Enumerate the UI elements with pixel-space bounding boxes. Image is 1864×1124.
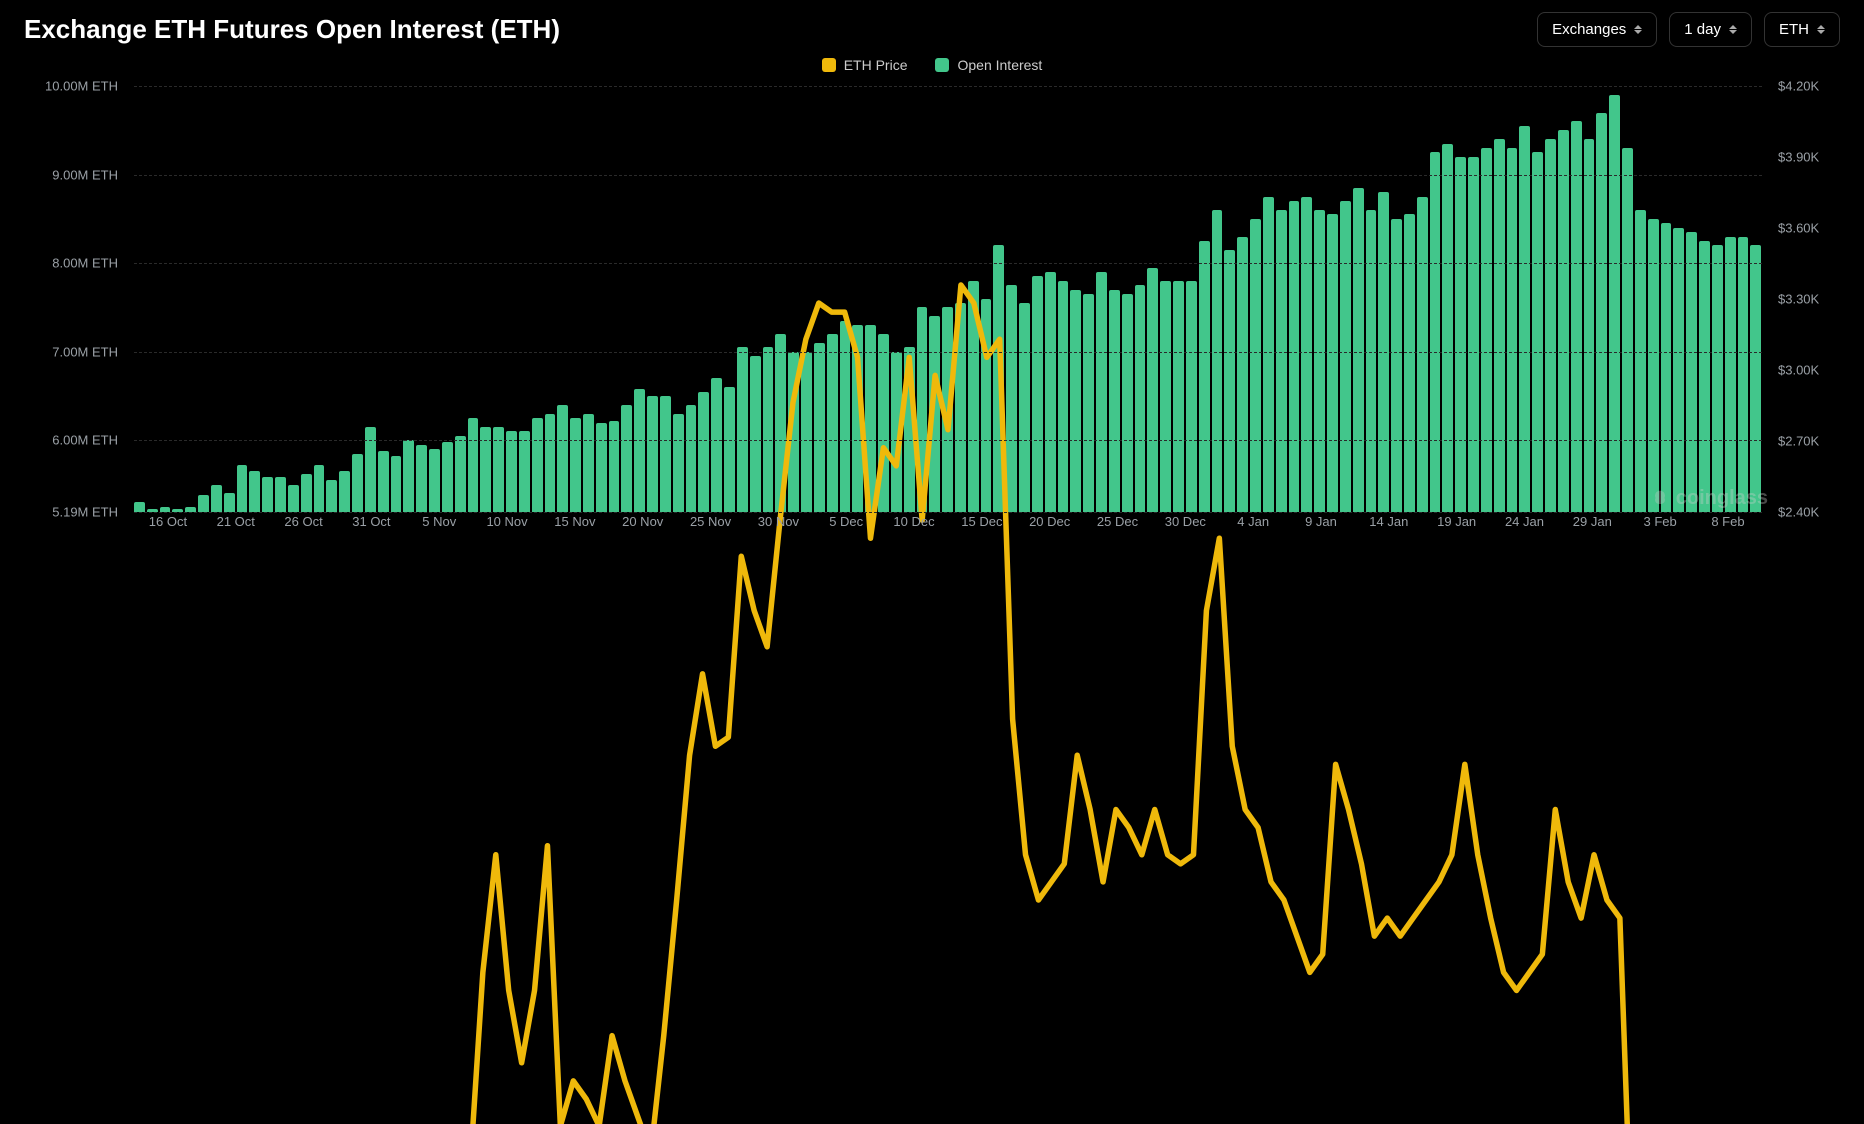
gridline bbox=[134, 86, 1762, 87]
gridline bbox=[134, 440, 1762, 441]
x-tick: 30 Dec bbox=[1151, 514, 1219, 532]
x-tick: 10 Dec bbox=[880, 514, 948, 532]
x-tick: 5 Dec bbox=[812, 514, 880, 532]
x-tick: 26 Oct bbox=[270, 514, 338, 532]
chart-plot-area[interactable] bbox=[134, 86, 1762, 512]
y-left-tick: 7.00M ETH bbox=[52, 345, 118, 358]
price-line-path bbox=[134, 285, 1762, 1124]
gridline bbox=[134, 263, 1762, 264]
x-axis: 16 Oct21 Oct26 Oct31 Oct5 Nov10 Nov15 No… bbox=[134, 514, 1762, 532]
y-right-tick: $3.60K bbox=[1778, 221, 1819, 234]
x-tick: 25 Dec bbox=[1084, 514, 1152, 532]
page-title: Exchange ETH Futures Open Interest (ETH) bbox=[24, 14, 560, 45]
interval-dropdown[interactable]: 1 day bbox=[1669, 12, 1752, 47]
y-left-tick: 9.00M ETH bbox=[52, 168, 118, 181]
gridline bbox=[134, 352, 1762, 353]
gridline bbox=[134, 512, 1762, 513]
x-tick: 8 Feb bbox=[1694, 514, 1762, 532]
x-tick: 29 Jan bbox=[1558, 514, 1626, 532]
y-right-tick: $2.70K bbox=[1778, 435, 1819, 448]
y-right-tick: $3.00K bbox=[1778, 363, 1819, 376]
y-right-tick: $3.90K bbox=[1778, 150, 1819, 163]
interval-dropdown-label: 1 day bbox=[1684, 21, 1721, 38]
chevron-sort-icon bbox=[1817, 25, 1825, 34]
chevron-sort-icon bbox=[1634, 25, 1642, 34]
x-tick: 30 Nov bbox=[744, 514, 812, 532]
x-tick: 25 Nov bbox=[677, 514, 745, 532]
gridline bbox=[134, 175, 1762, 176]
unit-dropdown-label: ETH bbox=[1779, 21, 1809, 38]
chart-legend: ETH Price Open Interest bbox=[0, 51, 1864, 83]
x-tick: 21 Oct bbox=[202, 514, 270, 532]
legend-swatch-price bbox=[822, 58, 836, 72]
x-tick: 4 Jan bbox=[1219, 514, 1287, 532]
watermark-text: coinglass bbox=[1676, 487, 1768, 510]
y-right-tick: $2.40K bbox=[1778, 506, 1819, 519]
x-tick: 15 Nov bbox=[541, 514, 609, 532]
x-tick: 5 Nov bbox=[405, 514, 473, 532]
y-right-tick: $4.20K bbox=[1778, 80, 1819, 93]
x-tick: 20 Dec bbox=[1016, 514, 1084, 532]
y-left-tick: 6.00M ETH bbox=[52, 434, 118, 447]
y-left-tick: 8.00M ETH bbox=[52, 257, 118, 270]
chevron-sort-icon bbox=[1729, 25, 1737, 34]
x-tick: 16 Oct bbox=[134, 514, 202, 532]
y-left-tick: 5.19M ETH bbox=[52, 506, 118, 519]
legend-label-oi: Open Interest bbox=[957, 57, 1042, 73]
x-tick: 9 Jan bbox=[1287, 514, 1355, 532]
eth-price-line bbox=[134, 86, 1762, 1124]
x-tick: 3 Feb bbox=[1626, 514, 1694, 532]
y-axis-right: $4.20K$3.90K$3.60K$3.30K$3.00K$2.70K$2.4… bbox=[1770, 86, 1834, 512]
legend-item-oi[interactable]: Open Interest bbox=[935, 57, 1042, 73]
y-right-tick: $3.30K bbox=[1778, 293, 1819, 306]
watermark: coinglass bbox=[1650, 487, 1768, 510]
legend-label-price: ETH Price bbox=[844, 57, 908, 73]
exchanges-dropdown-label: Exchanges bbox=[1552, 21, 1626, 38]
chart-container: 10.00M ETH9.00M ETH8.00M ETH7.00M ETH6.0… bbox=[34, 86, 1834, 532]
y-left-tick: 10.00M ETH bbox=[45, 80, 118, 93]
exchanges-dropdown[interactable]: Exchanges bbox=[1537, 12, 1657, 47]
x-tick: 14 Jan bbox=[1355, 514, 1423, 532]
legend-swatch-oi bbox=[935, 58, 949, 72]
x-tick: 31 Oct bbox=[337, 514, 405, 532]
coinglass-icon bbox=[1650, 489, 1670, 509]
x-tick: 10 Nov bbox=[473, 514, 541, 532]
legend-item-price[interactable]: ETH Price bbox=[822, 57, 908, 73]
y-axis-left: 10.00M ETH9.00M ETH8.00M ETH7.00M ETH6.0… bbox=[34, 86, 126, 512]
x-tick: 19 Jan bbox=[1423, 514, 1491, 532]
x-tick: 20 Nov bbox=[609, 514, 677, 532]
x-tick: 15 Dec bbox=[948, 514, 1016, 532]
x-tick: 24 Jan bbox=[1491, 514, 1559, 532]
unit-dropdown[interactable]: ETH bbox=[1764, 12, 1840, 47]
controls-group: Exchanges 1 day ETH bbox=[1537, 12, 1840, 47]
